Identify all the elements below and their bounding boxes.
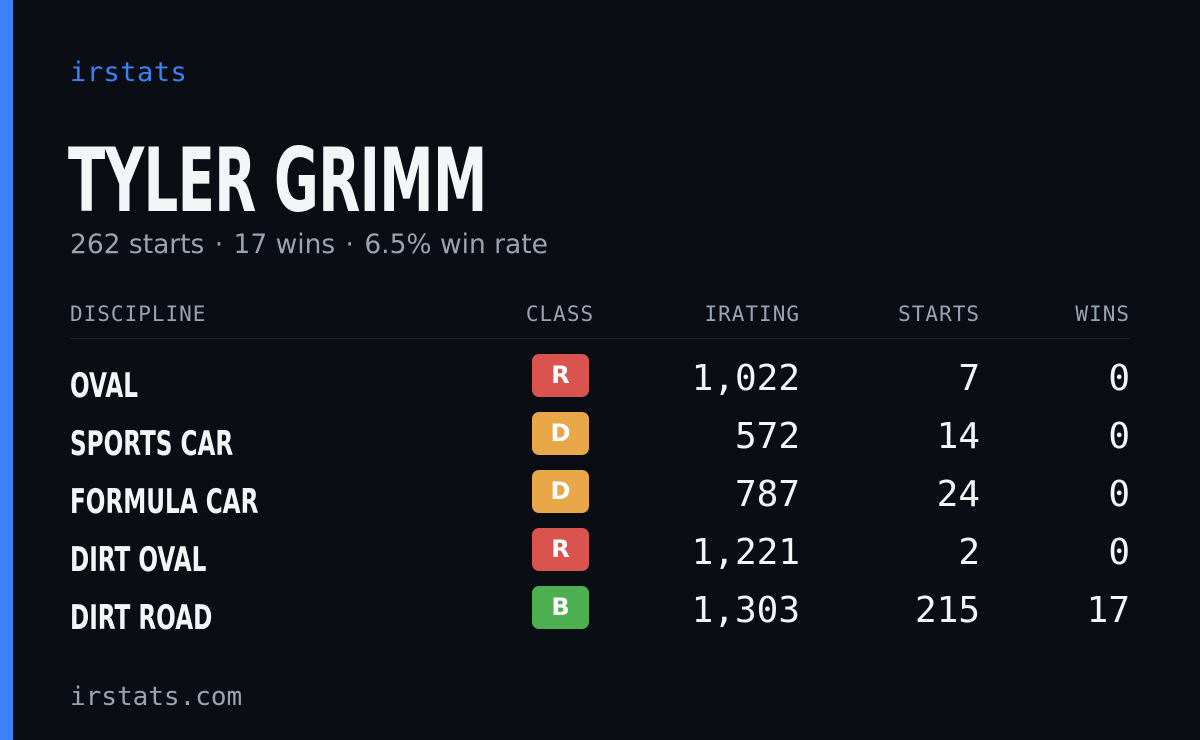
irating-value: 1,221 bbox=[691, 532, 800, 573]
license-class-badge: D bbox=[532, 412, 589, 455]
license-class-badge: B bbox=[532, 586, 589, 629]
starts-value: 215 bbox=[914, 590, 980, 631]
header-irating: IRATING bbox=[704, 302, 800, 326]
table-row: DIRT ROAD B 1,303 215 17 bbox=[70, 582, 1130, 640]
wins-value: 17 bbox=[1086, 590, 1130, 631]
brand-logo-text: irstats bbox=[70, 57, 188, 88]
separator-dot: · bbox=[345, 229, 354, 260]
discipline-label: DIRT OVAL bbox=[70, 540, 207, 580]
header-wins: WINS bbox=[1075, 302, 1130, 326]
discipline-label: FORMULA CAR bbox=[70, 482, 259, 522]
wins-value: 0 bbox=[1108, 416, 1130, 457]
stats-table-body: OVAL R 1,022 7 0 SPORTS CAR D 572 14 0 F… bbox=[70, 350, 1130, 640]
table-row: DIRT OVAL R 1,221 2 0 bbox=[70, 524, 1130, 582]
total-wins: 17 wins bbox=[233, 229, 336, 260]
starts-value: 2 bbox=[958, 532, 980, 573]
header-class: CLASS bbox=[525, 302, 595, 326]
header-discipline: DISCIPLINE bbox=[70, 302, 207, 326]
footer-site-url: irstats.com bbox=[70, 682, 243, 712]
license-class-badge: D bbox=[532, 470, 589, 513]
accent-bar bbox=[0, 0, 13, 740]
table-row: OVAL R 1,022 7 0 bbox=[70, 350, 1130, 408]
wins-value: 0 bbox=[1108, 358, 1130, 399]
wins-value: 0 bbox=[1108, 474, 1130, 515]
player-name: TYLER GRIMM bbox=[68, 129, 487, 232]
starts-value: 24 bbox=[936, 474, 980, 515]
win-rate: 6.5% win rate bbox=[364, 229, 548, 260]
total-starts: 262 starts bbox=[70, 229, 205, 260]
header-starts: STARTS bbox=[898, 302, 980, 326]
separator-dot: · bbox=[214, 229, 224, 260]
starts-value: 14 bbox=[936, 416, 980, 457]
starts-value: 7 bbox=[958, 358, 980, 399]
table-row: FORMULA CAR D 787 24 0 bbox=[70, 466, 1130, 524]
discipline-label: OVAL bbox=[70, 366, 138, 406]
wins-value: 0 bbox=[1108, 532, 1130, 573]
irating-value: 572 bbox=[734, 416, 800, 457]
irating-value: 787 bbox=[734, 474, 800, 515]
discipline-label: SPORTS CAR bbox=[70, 424, 234, 464]
irating-value: 1,022 bbox=[691, 358, 800, 399]
table-row: SPORTS CAR D 572 14 0 bbox=[70, 408, 1130, 466]
irating-value: 1,303 bbox=[691, 590, 800, 631]
player-summary: 262 starts · 17 wins · 6.5% win rate bbox=[70, 226, 548, 264]
license-class-badge: R bbox=[532, 354, 589, 397]
license-class-badge: R bbox=[532, 528, 589, 571]
discipline-label: DIRT ROAD bbox=[70, 598, 213, 638]
stats-table-header: DISCIPLINE CLASS IRATING STARTS WINS bbox=[70, 298, 1130, 339]
